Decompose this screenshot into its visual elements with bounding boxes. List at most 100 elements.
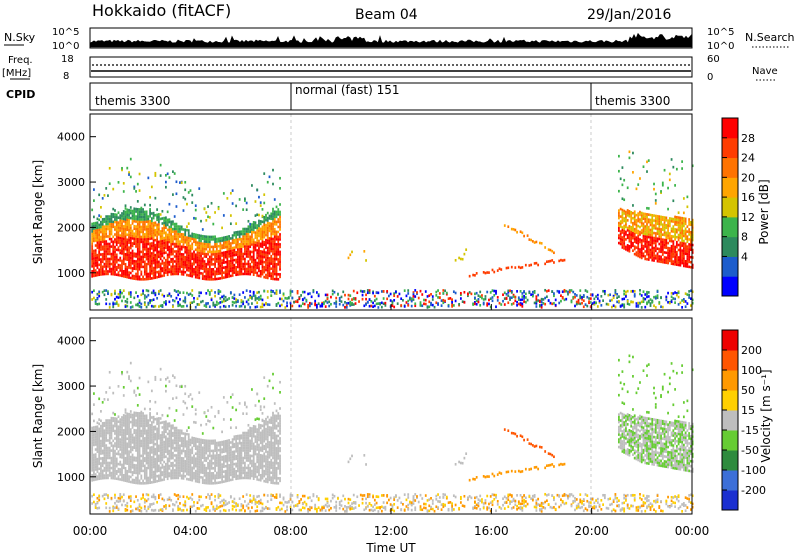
power-cell bbox=[186, 291, 188, 295]
power-cell bbox=[110, 212, 113, 216]
velocity-cell bbox=[107, 419, 109, 422]
power-cell bbox=[251, 184, 253, 187]
power-cell bbox=[640, 231, 643, 235]
power-cell bbox=[210, 245, 213, 249]
power-cell bbox=[500, 268, 503, 271]
power-cell bbox=[212, 258, 215, 261]
power-cell bbox=[682, 242, 685, 245]
power-cell bbox=[214, 303, 216, 307]
power-cell bbox=[261, 262, 264, 266]
power-cell bbox=[517, 298, 520, 301]
power-cell bbox=[149, 259, 151, 263]
power-cell bbox=[619, 177, 622, 181]
power-cell bbox=[147, 232, 150, 236]
power-cell bbox=[646, 235, 648, 239]
power-cell bbox=[247, 262, 250, 266]
power-cell bbox=[219, 267, 222, 270]
power-cell bbox=[124, 255, 127, 259]
power-cell bbox=[509, 296, 511, 299]
power-cell bbox=[263, 228, 266, 232]
power-colorbar-tick-label: 28 bbox=[741, 132, 755, 145]
power-cell bbox=[649, 298, 652, 301]
power-cell bbox=[217, 237, 220, 241]
power-cell bbox=[686, 205, 689, 209]
power-cell bbox=[646, 240, 648, 244]
power-cell bbox=[126, 301, 129, 304]
power-cell bbox=[128, 271, 130, 274]
power-cell bbox=[258, 227, 260, 230]
power-cell bbox=[672, 252, 675, 256]
power-cell bbox=[619, 235, 622, 238]
power-cell bbox=[124, 220, 127, 224]
power-cell bbox=[688, 255, 691, 259]
velocity-cell bbox=[150, 451, 153, 454]
velocity-cell bbox=[145, 449, 148, 453]
power-cell bbox=[547, 289, 550, 292]
velocity-cell bbox=[126, 417, 129, 421]
power-cell bbox=[254, 214, 257, 217]
power-cell bbox=[124, 235, 127, 239]
power-cell bbox=[593, 297, 596, 301]
velocity-cell bbox=[138, 509, 141, 512]
power-cell bbox=[263, 230, 266, 234]
power-cell bbox=[307, 292, 310, 296]
power-cell bbox=[193, 257, 195, 261]
velocity-cell bbox=[103, 469, 106, 472]
power-cell bbox=[159, 240, 162, 243]
velocity-cell bbox=[96, 427, 99, 431]
power-cell bbox=[235, 300, 238, 304]
velocity-cell bbox=[124, 432, 127, 435]
power-cell bbox=[256, 213, 259, 217]
power-cell bbox=[189, 272, 192, 275]
power-cell bbox=[238, 265, 241, 269]
velocity-cell bbox=[93, 476, 95, 479]
velocity-cell bbox=[154, 465, 157, 468]
power-cell bbox=[122, 289, 125, 292]
power-cell bbox=[201, 247, 204, 251]
velocity-cell bbox=[91, 469, 94, 472]
power-cell bbox=[228, 252, 231, 256]
power-cell bbox=[194, 265, 197, 269]
power-cell bbox=[207, 243, 209, 246]
power-cell bbox=[96, 231, 99, 234]
power-cell bbox=[229, 267, 232, 270]
power-cell bbox=[523, 300, 525, 303]
power-cell bbox=[214, 277, 216, 281]
power-cell bbox=[152, 216, 155, 220]
power-cell bbox=[98, 290, 101, 294]
velocity-cell bbox=[107, 439, 109, 442]
power-cell bbox=[498, 301, 501, 305]
power-cell bbox=[437, 289, 439, 292]
power-cell bbox=[189, 292, 192, 296]
velocity-cell bbox=[131, 426, 134, 429]
freq-panel: Freq. [MHz] 18 8 60 0 Nave bbox=[2, 54, 778, 83]
power-cell bbox=[251, 255, 253, 259]
power-cell bbox=[143, 253, 146, 256]
power-cell bbox=[679, 254, 682, 257]
velocity-cell bbox=[126, 412, 129, 416]
power-cell bbox=[265, 233, 267, 237]
power-cell bbox=[179, 225, 181, 228]
power-cell bbox=[549, 301, 552, 305]
velocity-cell bbox=[121, 428, 123, 432]
power-cell bbox=[215, 267, 218, 271]
power-cell bbox=[154, 304, 157, 308]
velocity-cell bbox=[154, 475, 157, 478]
velocity-cell bbox=[124, 503, 127, 507]
power-cell bbox=[142, 240, 144, 244]
power-cell bbox=[461, 300, 464, 303]
velocity-cell bbox=[108, 456, 111, 460]
power-cell bbox=[205, 240, 208, 243]
power-cell bbox=[157, 215, 160, 219]
power-cell bbox=[646, 242, 648, 246]
power-cell bbox=[229, 264, 232, 268]
power-cell bbox=[138, 240, 141, 244]
power-cell bbox=[136, 275, 139, 278]
power-cell bbox=[242, 262, 245, 266]
velocity-cell bbox=[152, 438, 155, 441]
power-cell bbox=[682, 298, 685, 301]
power-cell bbox=[653, 236, 655, 240]
power-cell bbox=[91, 255, 94, 258]
velocity-cell bbox=[96, 475, 99, 478]
power-cell bbox=[156, 275, 159, 279]
